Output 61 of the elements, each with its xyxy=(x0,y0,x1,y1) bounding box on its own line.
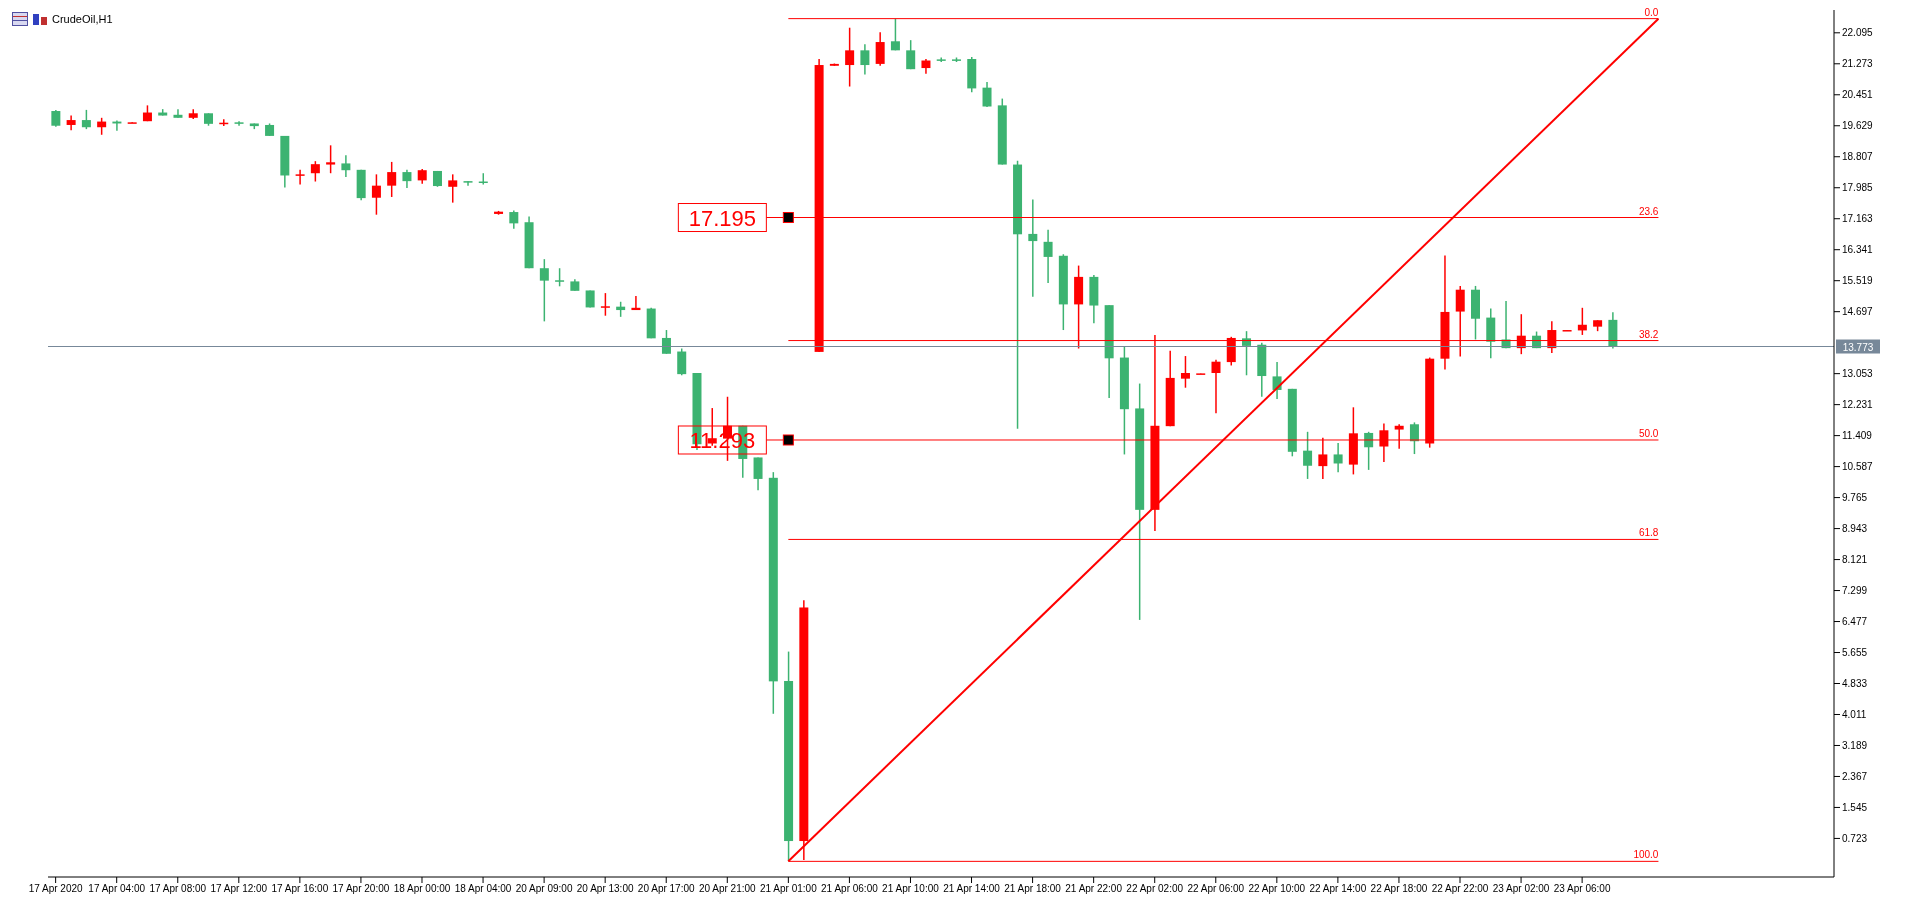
y-tick-label: 16.341 xyxy=(1842,244,1874,256)
y-tick-label: 15.519 xyxy=(1842,275,1874,287)
x-tick-label: 20 Apr 13:00 xyxy=(576,883,634,895)
x-tick-label: 17 Apr 04:00 xyxy=(88,883,146,895)
y-tick-label: 17.163 xyxy=(1842,213,1874,225)
y-tick-label: 20.451 xyxy=(1842,89,1874,101)
x-tick-label: 21 Apr 18:00 xyxy=(1004,883,1062,895)
y-tick-label: 17.985 xyxy=(1842,182,1874,194)
x-tick-label: 22 Apr 02:00 xyxy=(1126,883,1184,895)
x-tick-label: 22 Apr 06:00 xyxy=(1187,883,1245,895)
annotation: 100.0 xyxy=(1633,849,1659,861)
x-tick-label: 21 Apr 01:00 xyxy=(759,883,818,895)
annotation: 0.0 xyxy=(1644,6,1659,18)
y-tick-label: 19.629 xyxy=(1842,120,1874,132)
x-tick-label: 22 Apr 10:00 xyxy=(1248,883,1306,895)
ref-line-label: 17.195 xyxy=(688,205,756,231)
ref-line-label: 13.773 xyxy=(1842,341,1874,353)
y-tick-label: 3.189 xyxy=(1842,740,1868,752)
annotation: 23.6 xyxy=(1638,205,1659,217)
x-tick-label: 21 Apr 10:00 xyxy=(882,883,940,895)
y-tick-label: 2.367 xyxy=(1842,771,1868,783)
y-tick-label: 10.587 xyxy=(1842,461,1874,473)
x-tick-label: 21 Apr 06:00 xyxy=(821,883,879,895)
x-tick-label: 17 Apr 08:00 xyxy=(149,883,207,895)
x-tick-label: 20 Apr 21:00 xyxy=(698,883,757,895)
y-tick-label: 21.273 xyxy=(1842,58,1874,70)
x-tick-label: 18 Apr 00:00 xyxy=(393,883,451,895)
x-tick-label: 21 Apr 14:00 xyxy=(943,883,1001,895)
y-tick-label: 12.231 xyxy=(1842,399,1874,411)
x-tick-label: 23 Apr 02:00 xyxy=(1492,883,1550,895)
y-tick-label: 6.477 xyxy=(1842,616,1868,628)
x-tick-label: 17 Apr 16:00 xyxy=(271,883,329,895)
y-tick-label: 4.011 xyxy=(1842,709,1867,721)
x-tick-label: 22 Apr 18:00 xyxy=(1370,883,1428,895)
y-tick-label: 18.807 xyxy=(1842,151,1874,163)
chart-title: CrudeOil,H1 xyxy=(52,13,113,25)
y-tick-label: 9.765 xyxy=(1842,492,1868,504)
y-tick-label: 4.833 xyxy=(1842,678,1868,690)
x-tick-label: 23 Apr 06:00 xyxy=(1553,883,1611,895)
annotation: 50.0 xyxy=(1638,427,1659,439)
x-tick-label: 18 Apr 04:00 xyxy=(454,883,512,895)
y-tick-label: 5.655 xyxy=(1842,647,1868,659)
y-tick-label: 22.095 xyxy=(1842,27,1874,39)
x-tick-label: 22 Apr 22:00 xyxy=(1431,883,1489,895)
annotation: 61.8 xyxy=(1638,527,1659,539)
x-tick-label: 22 Apr 14:00 xyxy=(1309,883,1367,895)
x-tick-label: 17 Apr 20:00 xyxy=(332,883,390,895)
y-tick-label: 7.299 xyxy=(1842,585,1868,597)
y-tick-label: 8.121 xyxy=(1842,554,1868,566)
annotation: 38.2 xyxy=(1638,328,1659,340)
y-tick-label: 13.053 xyxy=(1842,368,1874,380)
y-tick-label: 14.697 xyxy=(1842,306,1874,318)
y-tick-label: 11.409 xyxy=(1842,430,1873,442)
x-tick-label: 20 Apr 09:00 xyxy=(515,883,573,895)
x-tick-label: 20 Apr 17:00 xyxy=(637,883,696,895)
y-tick-label: 0.723 xyxy=(1842,832,1868,844)
y-tick-label: 8.943 xyxy=(1842,523,1868,535)
x-tick-label: 17 Apr 2020 xyxy=(28,883,84,895)
x-tick-label: 17 Apr 12:00 xyxy=(210,883,268,895)
x-tick-label: 21 Apr 22:00 xyxy=(1065,883,1123,895)
y-tick-label: 1.545 xyxy=(1842,802,1868,813)
